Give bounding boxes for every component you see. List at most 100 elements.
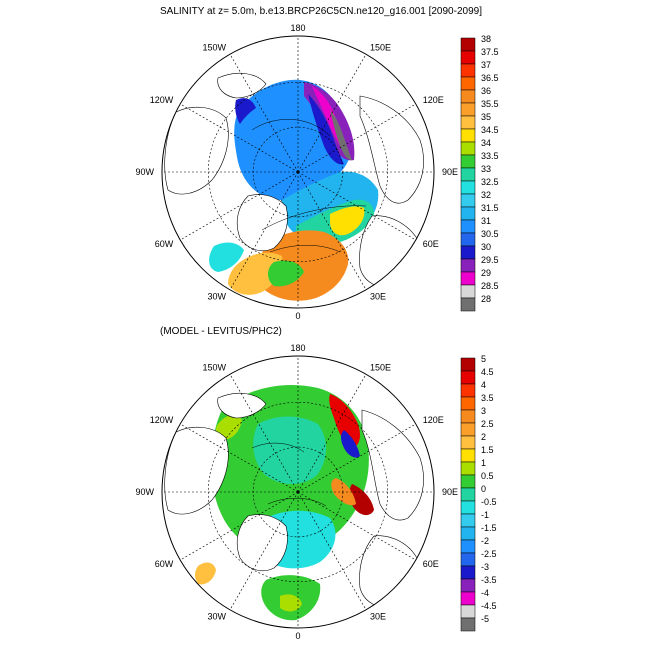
colorbar-label: 2.5	[481, 419, 494, 429]
chart-title-2: (MODEL - LEVITUS/PHC2)	[160, 326, 282, 337]
meridian-line	[229, 54, 299, 173]
colorbar-label: 30	[481, 242, 491, 252]
colorbar-label: 28.5	[481, 281, 499, 291]
colorbar-label: 31	[481, 216, 491, 226]
colorbar-label: 3	[481, 406, 486, 416]
latitude-circle	[207, 81, 389, 263]
region-beaufort-edge	[235, 98, 256, 124]
colorbar-swatch	[460, 128, 476, 143]
region-siberian-gray	[330, 110, 352, 160]
colorbar-swatch	[460, 370, 476, 385]
region-laptev-pos	[329, 394, 360, 448]
colorbar-swatch	[460, 500, 476, 515]
colorbar-label: -1.5	[481, 523, 497, 533]
land-greenland	[236, 194, 288, 251]
colorbar-label: 1	[481, 458, 486, 468]
colorbar-label: 30.5	[481, 229, 499, 239]
meridian-line	[297, 423, 416, 493]
colorbar-swatch	[460, 245, 476, 260]
meridian-line	[297, 374, 367, 493]
colorbar-label: 4.5	[481, 367, 494, 377]
colorbar-swatch	[460, 63, 476, 78]
colorbar-label: -3	[481, 562, 489, 572]
colorbar-swatch	[460, 258, 476, 273]
colorbar-swatch	[460, 578, 476, 593]
colorbar-label: 0	[481, 484, 486, 494]
colorbar-swatch	[460, 232, 476, 247]
colorbar-swatch	[460, 474, 476, 489]
colorbar-swatch	[460, 617, 476, 632]
colorbar-swatch	[460, 487, 476, 502]
meridian-line	[297, 491, 416, 561]
land-canada-2	[164, 426, 229, 515]
lon-label: 90W	[135, 167, 154, 177]
colorbar-label: 31.5	[481, 203, 499, 213]
colorbar-swatch	[460, 526, 476, 541]
colorbar-label: -4.5	[481, 601, 497, 611]
lon-label: 30E	[370, 612, 386, 622]
colorbar-swatch	[460, 219, 476, 234]
colorbar-label: 29	[481, 268, 491, 278]
meridian-line	[180, 171, 299, 241]
map-1-lon-labels: 180 150E 120E 90E 60E 30E 0 30W 60W 90W 120W 150W	[135, 23, 458, 321]
colorbar-swatch	[460, 37, 476, 52]
colorbar-label: 35.5	[481, 99, 499, 109]
colorbar-label: 5	[481, 354, 486, 364]
land-greenland-2	[236, 514, 288, 571]
lon-label: 120W	[150, 415, 174, 425]
latitude-circle	[252, 446, 344, 538]
chart-title-1: SALINITY at z= 5.0m, b.e13.BRCP26C5CN.ne…	[160, 6, 482, 17]
region-siberian-blue	[308, 94, 344, 165]
lon-label: 30E	[370, 292, 386, 302]
colorbar-label: -4	[481, 588, 489, 598]
meridian-line	[229, 374, 299, 493]
meridian-line	[297, 171, 367, 290]
lon-label: 60W	[155, 559, 174, 569]
lon-label: 60E	[423, 559, 439, 569]
lon-label: 120E	[423, 95, 444, 105]
colorbar-swatch	[460, 89, 476, 104]
latitude-circle	[252, 126, 344, 218]
colorbar-label: 32	[481, 190, 491, 200]
colorbar-label: -2	[481, 536, 489, 546]
colorbar-label: 29.5	[481, 255, 499, 265]
colorbar-label: 4	[481, 380, 486, 390]
colorbar-swatch	[460, 102, 476, 117]
lon-label: 120E	[423, 415, 444, 425]
region-irminger	[228, 252, 283, 295]
colorbar-label: 37.5	[481, 47, 499, 57]
map-2-boundary	[161, 355, 435, 629]
lon-label: 0	[295, 631, 300, 641]
lon-label: 150W	[202, 42, 226, 52]
colorbar-label: 36	[481, 86, 491, 96]
lon-label: 150W	[202, 362, 226, 372]
colorbar-swatch	[460, 565, 476, 580]
meridian-line	[180, 491, 299, 561]
meridian-line	[297, 103, 416, 173]
colorbar-label: 35	[481, 112, 491, 122]
colorbar-label: -1	[481, 510, 489, 520]
colorbar-2: 5 4.5 4 3.5 3 2.5 2 1.5 1 0.5 0 -0.5 -1 -1.5 -2 -2.5 -3 -…	[460, 354, 497, 632]
region-labrador-pos	[195, 562, 216, 585]
colorbar-label: 3.5	[481, 393, 494, 403]
lon-label: 90E	[442, 167, 458, 177]
colorbar-label: 34	[481, 138, 491, 148]
map-1-graticule	[162, 36, 434, 308]
colorbar-swatch	[460, 409, 476, 424]
colorbar-swatch	[460, 396, 476, 411]
meridian-line	[229, 171, 299, 290]
colorbar-swatch	[460, 284, 476, 299]
lon-label: 180	[290, 23, 305, 33]
colorbar-swatch	[460, 552, 476, 567]
meridian-line	[297, 54, 367, 173]
region-central-teal	[253, 416, 327, 485]
colorbar-label: 36.5	[481, 73, 499, 83]
colorbar-swatch	[460, 513, 476, 528]
lon-label: 150E	[370, 362, 391, 372]
colorbar-swatch	[460, 154, 476, 169]
colorbar-label: -0.5	[481, 497, 497, 507]
lon-label: 90W	[135, 487, 154, 497]
colorbar-label: 32.5	[481, 177, 499, 187]
land-canada	[164, 106, 229, 195]
